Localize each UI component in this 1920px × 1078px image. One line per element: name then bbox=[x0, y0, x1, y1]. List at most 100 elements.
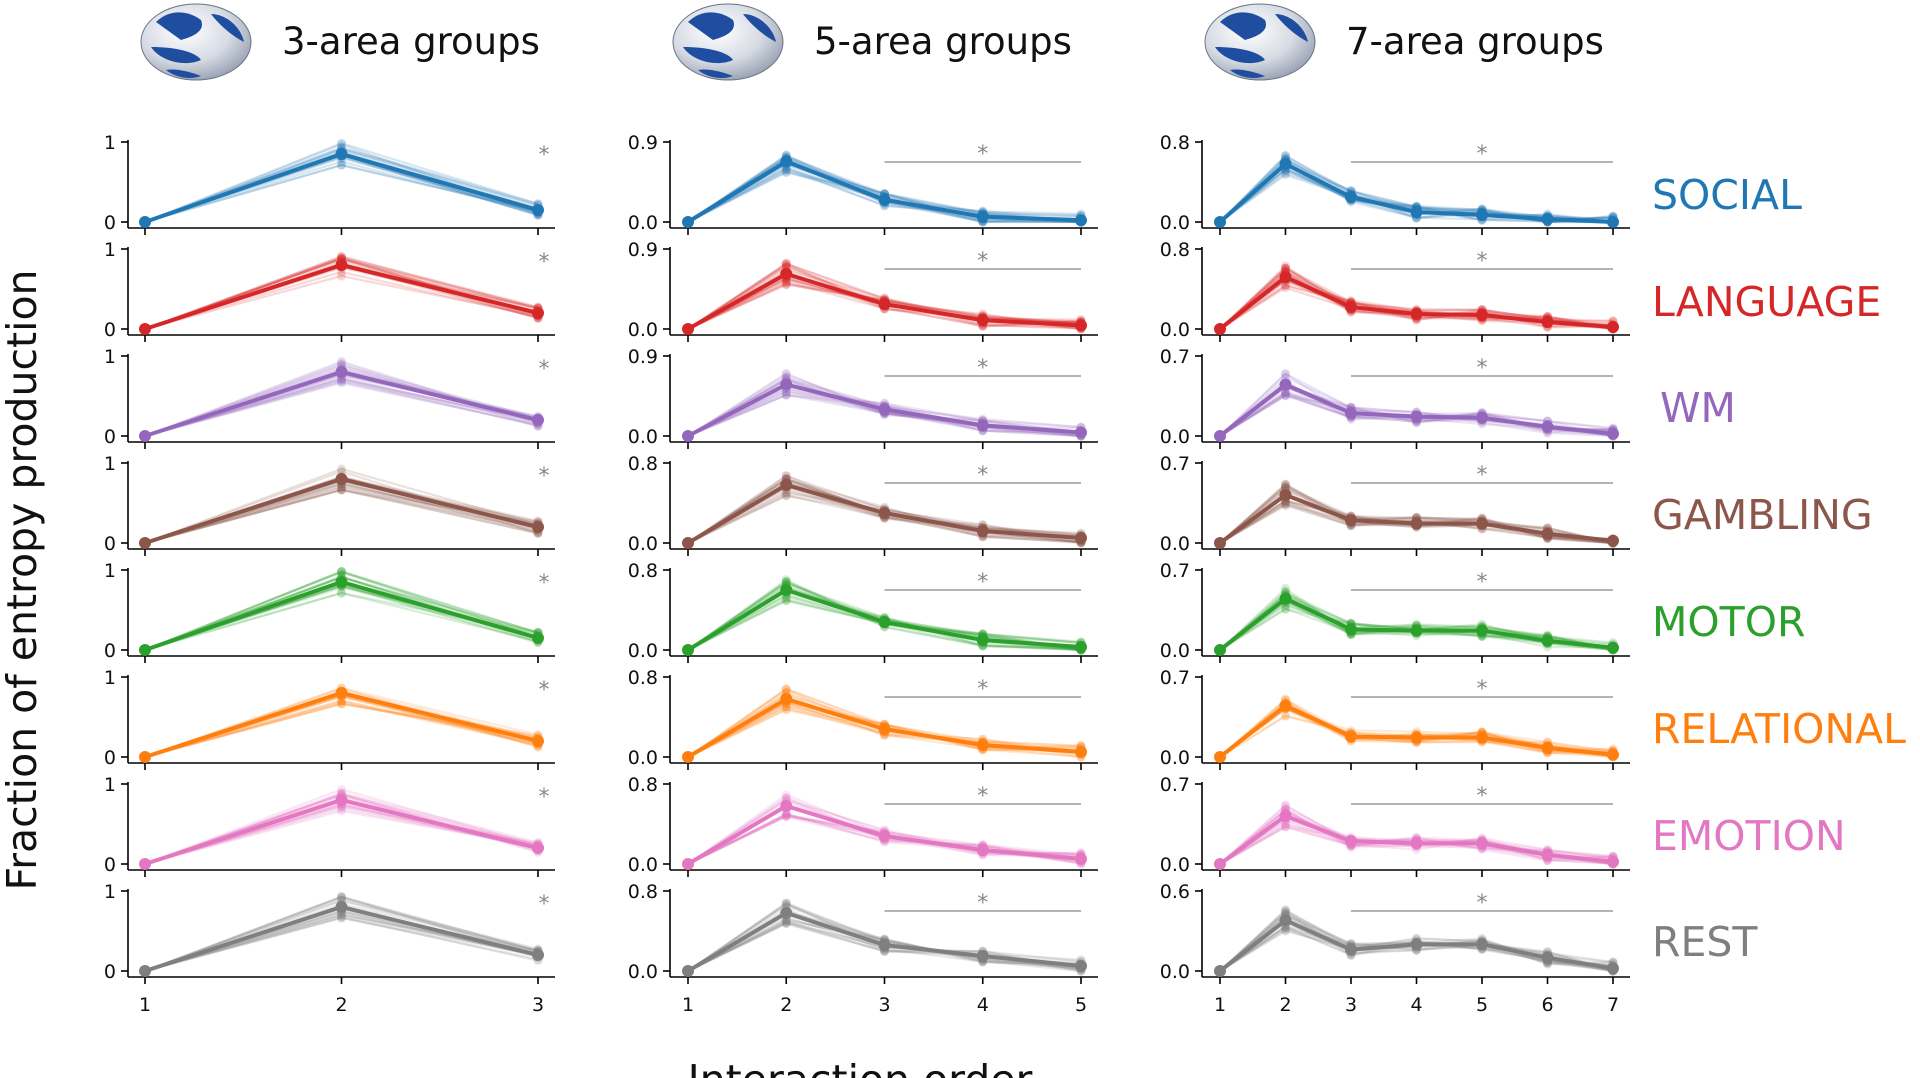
subject-point bbox=[337, 484, 346, 494]
y-tick-label: 0.7 bbox=[1160, 560, 1190, 582]
significance-star: * bbox=[977, 891, 988, 916]
mean-point bbox=[1075, 641, 1087, 653]
subject-point bbox=[781, 390, 791, 400]
mean-point bbox=[335, 794, 348, 806]
mean-point bbox=[1214, 323, 1226, 335]
subject-point bbox=[337, 699, 346, 709]
subject-trace bbox=[144, 488, 539, 545]
mean-point bbox=[1214, 751, 1226, 763]
task-label-wm: WM bbox=[1660, 384, 1736, 432]
subject-point bbox=[337, 485, 346, 495]
subject-point bbox=[1281, 388, 1290, 398]
subject-point bbox=[1281, 907, 1290, 917]
subject-point bbox=[337, 588, 346, 598]
mean-point bbox=[1345, 514, 1357, 527]
subject-trace bbox=[144, 164, 539, 224]
panel-2-relational: 0.0 0.8 * bbox=[628, 667, 1098, 770]
subject-point bbox=[337, 485, 346, 495]
mean-point bbox=[1345, 191, 1357, 203]
mean-point bbox=[682, 216, 694, 228]
subject-point bbox=[1281, 168, 1290, 178]
mean-point bbox=[1075, 214, 1087, 227]
subject-point bbox=[781, 278, 791, 288]
y-tick-label: 0.8 bbox=[628, 774, 658, 796]
mean-point bbox=[1410, 517, 1423, 530]
mean-point bbox=[780, 155, 793, 168]
y-tick-label: 0.0 bbox=[628, 640, 658, 662]
y-tick-label: 1 bbox=[104, 667, 116, 689]
subject-point bbox=[1281, 905, 1290, 915]
mean-point bbox=[1476, 517, 1488, 530]
mean-point bbox=[1075, 319, 1087, 332]
subject-point bbox=[781, 810, 791, 820]
panel-2-motor: 0.0 0.8 * bbox=[628, 560, 1098, 663]
panel-1-wm: 0 1 * bbox=[104, 346, 555, 449]
significance-star: * bbox=[1477, 891, 1488, 916]
panel-1-rest: 0 1 * bbox=[104, 881, 555, 984]
subject-point bbox=[337, 806, 346, 816]
y-tick-label: 0.0 bbox=[1160, 212, 1190, 234]
subject-point bbox=[1281, 388, 1290, 398]
x-tick-label: 5 bbox=[1075, 994, 1087, 1016]
panel-2-wm: 0.0 0.9 * bbox=[628, 346, 1098, 449]
x-tick-label: 2 bbox=[1279, 994, 1291, 1016]
subject-trace bbox=[144, 915, 539, 973]
mean-point bbox=[1410, 410, 1423, 423]
subject-point bbox=[781, 279, 791, 289]
subject-trace bbox=[144, 896, 539, 973]
subject-point bbox=[1281, 263, 1290, 273]
significance-star: * bbox=[977, 677, 988, 702]
mean-point bbox=[1345, 835, 1357, 848]
brain-icon bbox=[672, 3, 784, 81]
subject-point bbox=[337, 804, 346, 814]
subject-trace bbox=[144, 809, 539, 866]
mean-point bbox=[335, 687, 348, 699]
y-tick-label: 0.0 bbox=[1160, 640, 1190, 662]
panel-grid: 0 1 * 0 1 * 0 1 * 0 1 * 0 1 * 0 1 * 0 1 * 0 1 * 1 2 3 0.0 0.9 * 0.0 0.9… bbox=[104, 132, 1630, 1016]
subject-point bbox=[781, 702, 791, 712]
significance-star: * bbox=[539, 678, 550, 703]
mean-point bbox=[335, 366, 348, 378]
subject-point bbox=[781, 809, 791, 819]
significance-star: * bbox=[977, 463, 988, 488]
significance-star: * bbox=[539, 785, 550, 810]
subject-point bbox=[1281, 822, 1290, 832]
y-tick-label: 0.9 bbox=[628, 346, 658, 368]
mean-point bbox=[1607, 321, 1619, 333]
mean-point bbox=[682, 858, 694, 870]
subject-point bbox=[337, 910, 346, 920]
y-tick-label: 0.0 bbox=[628, 212, 658, 234]
mean-point bbox=[1279, 699, 1292, 712]
subject-trace bbox=[144, 570, 539, 652]
subject-point bbox=[781, 916, 791, 926]
subject-point bbox=[781, 471, 791, 481]
y-tick-label: 1 bbox=[104, 774, 116, 796]
mean-point bbox=[1607, 427, 1619, 440]
subject-point bbox=[1281, 907, 1290, 917]
mean-point bbox=[1345, 407, 1357, 420]
subject-point bbox=[337, 892, 346, 902]
subject-trace bbox=[144, 467, 539, 545]
y-tick-label: 0.0 bbox=[1160, 426, 1190, 448]
significance-star: * bbox=[1477, 677, 1488, 702]
y-tick-label: 0.7 bbox=[1160, 667, 1190, 689]
brain-icon bbox=[1204, 3, 1316, 81]
subject-point bbox=[781, 390, 791, 400]
subject-point bbox=[1281, 263, 1290, 273]
subject-point bbox=[781, 575, 791, 585]
panel-2-language: 0.0 0.9 * bbox=[628, 239, 1098, 342]
mean-point bbox=[1345, 943, 1357, 956]
subject-trace bbox=[144, 570, 539, 652]
panel-3-language: 0.0 0.8 * bbox=[1160, 239, 1630, 342]
subject-trace bbox=[144, 913, 539, 973]
subject-point bbox=[337, 697, 346, 707]
mean-point bbox=[1214, 858, 1226, 870]
significance-star: * bbox=[539, 357, 550, 382]
mean-point bbox=[1607, 748, 1619, 761]
mean-point bbox=[1607, 962, 1619, 975]
mean-point bbox=[1345, 730, 1357, 743]
subject-point bbox=[781, 594, 791, 604]
significance-star: * bbox=[1477, 249, 1488, 274]
mean-point bbox=[1214, 430, 1226, 442]
significance-star: * bbox=[977, 249, 988, 274]
